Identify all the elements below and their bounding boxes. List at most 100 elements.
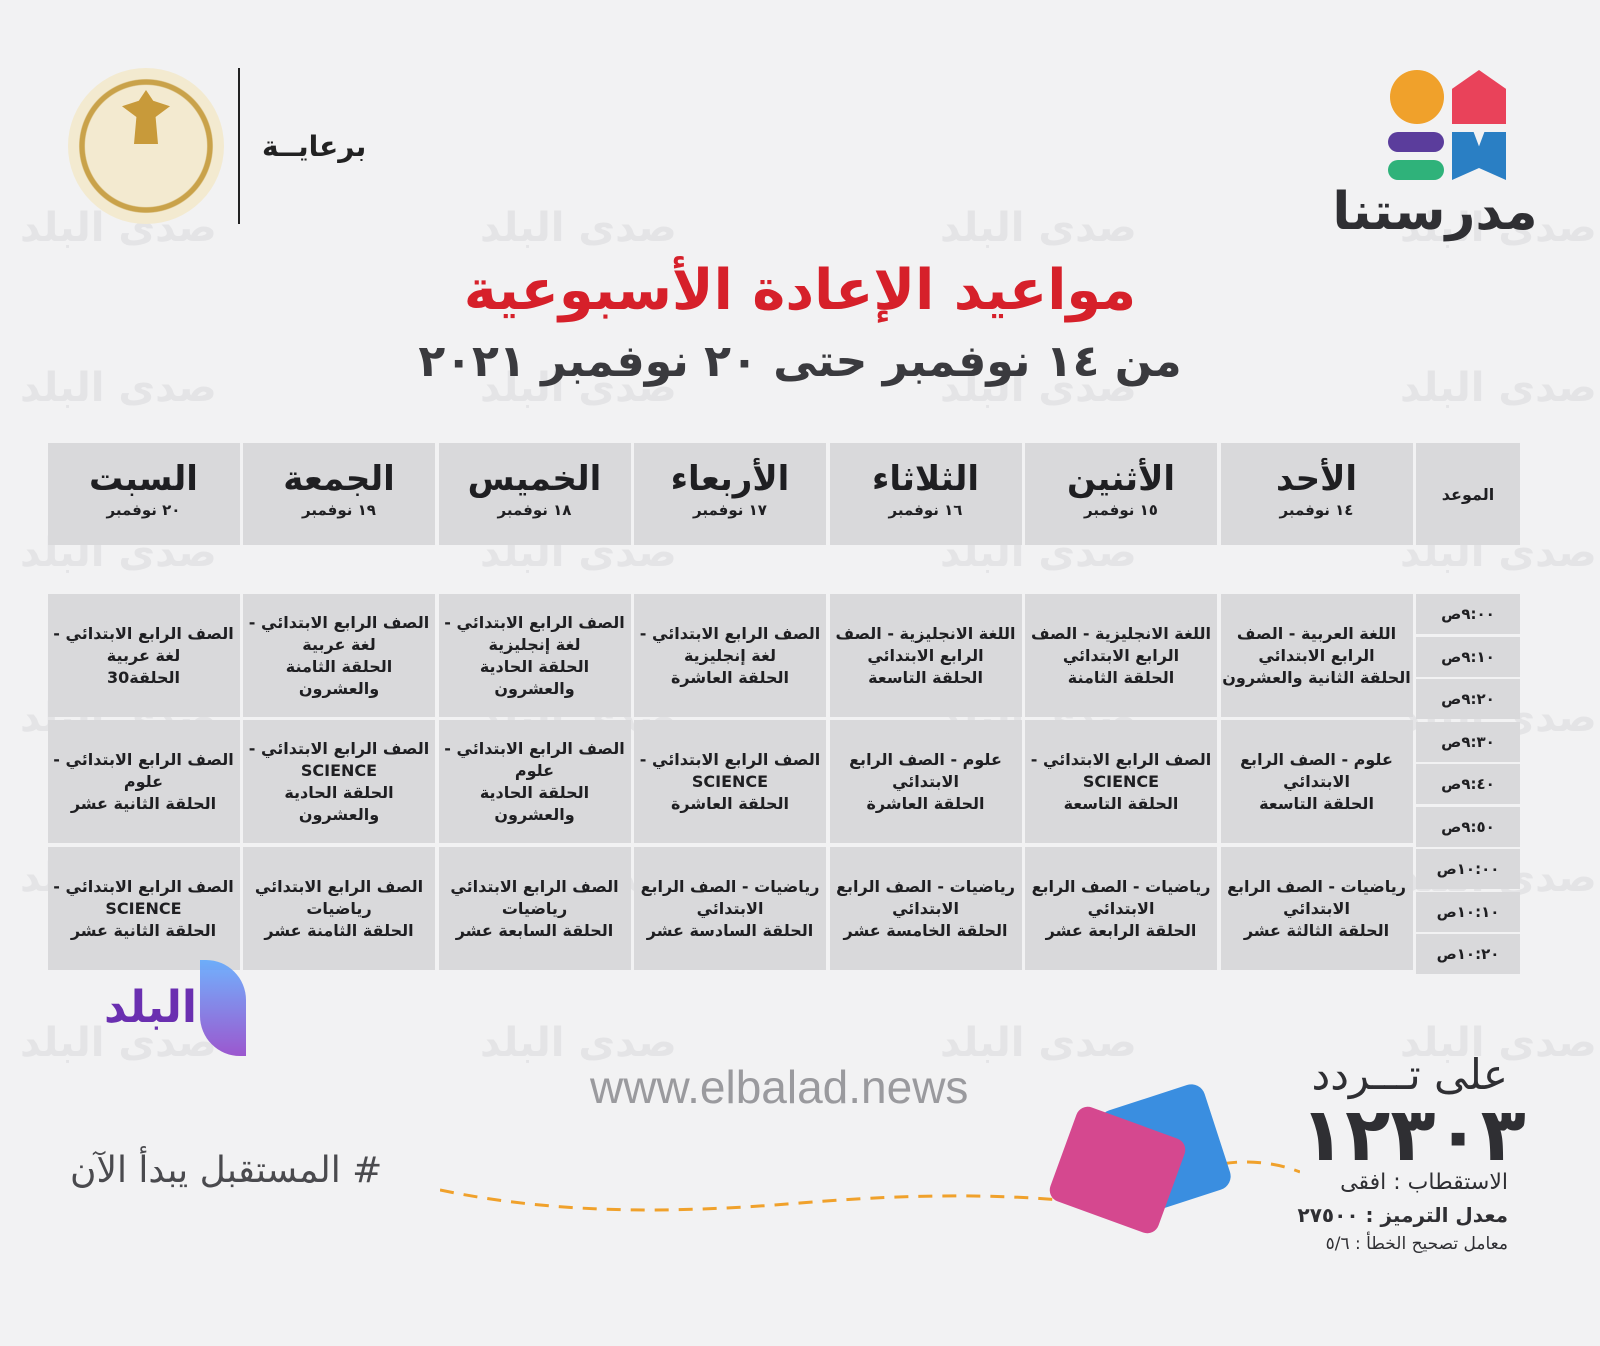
watermark-text: صدى البلد xyxy=(940,1020,1137,1066)
slot-line: الحلقة السابعة عشر xyxy=(455,920,614,940)
day-date: ١٥ نوفمبر xyxy=(1084,501,1158,519)
slot-line: SCIENCE xyxy=(105,898,182,918)
schedule-slot: الصف الرابع الابتدائي - لغة إنجليزية الحلق… xyxy=(438,594,631,717)
slot-text: الصف الرابع الابتدائي - SCIENCE الحلقة الت… xyxy=(1031,749,1211,815)
slot-line: علوم xyxy=(514,760,555,780)
time-slot-label: ٩:٤٠ص xyxy=(1416,764,1520,804)
slot-line: اللغة العربية - الصف xyxy=(1236,623,1397,643)
time-slot-label: ١٠:١٠ص xyxy=(1416,891,1520,932)
day-header: الجمعة ١٩ نوفمبر xyxy=(243,443,435,545)
time-slot-label: ٩:٣٠ص xyxy=(1416,721,1520,762)
logo-house-icon xyxy=(1452,70,1506,124)
logo-book-icon xyxy=(1452,132,1506,180)
fec-info: معامل تصحيح الخطأ : ٥/٦ xyxy=(1325,1234,1508,1254)
slot-text: الصف الرابع الابتدائي - علوم الحلقة الحادي… xyxy=(439,738,631,826)
slot-text: رياضيات - الصف الرابع الابتدائي الحلقة الخ… xyxy=(836,876,1015,942)
slot-line: الحلقة الخامسة عشر xyxy=(843,920,1008,940)
slot-line: الحلقة الثانية والعشرون xyxy=(1222,667,1411,687)
slot-line: رياضيات - الصف الرابع xyxy=(640,876,820,896)
slot-line: لغة إنجليزية xyxy=(683,645,777,665)
time-slot-label: ٩:٠٠ص xyxy=(1416,594,1520,634)
day-header: الأثنين ١٥ نوفمبر xyxy=(1025,443,1217,545)
logo-circle-icon xyxy=(1390,70,1444,124)
slot-line: الابتدائي xyxy=(696,898,764,918)
slot-line: الابتدائي xyxy=(1087,898,1155,918)
logo-bar-icon xyxy=(1388,160,1444,180)
slot-text: اللغة العربية - الصف الرابع الابتدائي الحل… xyxy=(1222,623,1411,689)
schedule-slot: الصف الرابع الابتدائي - SCIENCE الحلقة الت… xyxy=(1025,720,1217,843)
slot-text: الصف الرابع الابتدائي - علوم الحلقة الثاني… xyxy=(53,749,233,815)
day-header: الأحد ١٤ نوفمبر xyxy=(1220,443,1413,545)
slot-line: الابتدائي xyxy=(892,898,959,918)
day-date: ١٦ نوفمبر xyxy=(888,501,963,519)
day-name: الأحد xyxy=(1275,459,1358,499)
slot-line: الرابع الابتدائي xyxy=(1258,645,1375,665)
slot-line: الرابع الابتدائي xyxy=(867,645,984,665)
slot-line: لغة عربية xyxy=(106,645,181,665)
frequency-label: على تـــردد xyxy=(1311,1050,1508,1099)
schedule-slot: علوم - الصف الرابع الابتدائي الحلقة العاشر… xyxy=(829,720,1022,843)
schedule-slot: الصف الرابع الابتدائي - علوم الحلقة الثاني… xyxy=(47,720,240,843)
schedule-slot: رياضيات - الصف الرابع الابتدائي الحلقة الخ… xyxy=(829,847,1022,970)
slot-line: الصف الرابع الابتدائي - xyxy=(444,612,625,632)
slot-line: الحلقة التاسعة xyxy=(1063,793,1179,813)
slot-line: الصف الرابع الابتدائي xyxy=(450,876,619,896)
slot-line: الحلقة العاشرة xyxy=(670,667,789,687)
slot-line: الابتدائي xyxy=(1283,771,1350,791)
slot-text: الصف الرابع الابتدائي - لغة إنجليزية الحلق… xyxy=(439,612,631,700)
slot-line: الحلقة الثانية عشر xyxy=(70,920,217,940)
schedule-slot: اللغة الانجليزية - الصف الرابع الابتدائي ا… xyxy=(829,594,1022,717)
schedule-slot: الصف الرابع الابتدائي رياضيات الحلقة الثام… xyxy=(243,847,435,970)
slot-line: الحلقة الثالثة عشر xyxy=(1243,920,1390,940)
day-name: الأثنين xyxy=(1066,459,1176,499)
slot-text: الصف الرابع الابتدائي - SCIENCE الحلقة الح… xyxy=(243,738,435,826)
slot-line: لغة عربية xyxy=(302,634,376,654)
schedule-slot: اللغة الانجليزية - الصف الرابع الابتدائي ا… xyxy=(1025,594,1217,717)
day-header: الخميس ١٨ نوفمبر xyxy=(438,443,631,545)
slot-line: الحلقة الثامنة xyxy=(1067,667,1175,687)
time-slot-label: ٩:١٠ص xyxy=(1416,636,1520,677)
logo-swoosh-icon xyxy=(200,960,246,1056)
slot-line: رياضيات - الصف الرابع xyxy=(1031,876,1211,896)
schedule-slot: الصف الرابع الابتدائي - علوم الحلقة الحادي… xyxy=(438,720,631,843)
slot-line: الصف الرابع الابتدائي - xyxy=(53,876,234,896)
elbalad-logo: البلد xyxy=(104,960,254,1060)
slot-line: الحلقة التاسعة xyxy=(1259,793,1374,813)
slot-line: لغة إنجليزية xyxy=(488,634,581,654)
eagle-icon xyxy=(122,90,170,144)
schedule-header-row: الموعد الأحد ١٤ نوفمبر الأثنين ١٥ نوفمبر الث… xyxy=(47,443,1520,545)
slot-line: رياضيات xyxy=(306,898,372,918)
schedule-slot: رياضيات - الصف الرابع الابتدائي الحلقة الر… xyxy=(1025,847,1217,970)
slot-line: علوم - الصف الرابع xyxy=(1240,749,1393,769)
madrasatna-logo: مدرستنا xyxy=(1332,66,1538,246)
slot-text: علوم - الصف الرابع الابتدائي الحلقة العاشر… xyxy=(849,749,1002,815)
schedule-slot: الصف الرابع الابتدائي - لغة عربية الحلقة30 xyxy=(47,594,240,717)
schedule-slot: الصف الرابع الابتدائي - SCIENCE الحلقة الح… xyxy=(243,720,435,843)
slot-text: علوم - الصف الرابع الابتدائي الحلقة التاسع… xyxy=(1240,749,1393,815)
symbol-rate-info: معدل الترميز : ٢٧٥٠٠ xyxy=(1297,1203,1508,1227)
slot-line: الصف الرابع الابتدائي - xyxy=(444,738,625,758)
slot-line: الحلقة الثامنة عشر xyxy=(264,920,414,940)
schedule-slot: رياضيات - الصف الرابع الابتدائي الحلقة الس… xyxy=(634,847,826,970)
slot-text: رياضيات - الصف الرابع الابتدائي الحلقة الس… xyxy=(641,876,820,942)
time-header-label: الموعد xyxy=(1441,485,1495,504)
slot-line: الحلقة الحادية والعشرون xyxy=(284,782,394,824)
slot-line: الحلقة الحادية والعشرون xyxy=(479,656,590,698)
slot-text: الصف الرابع الابتدائي رياضيات الحلقة الثام… xyxy=(255,876,423,942)
day-date: ١٩ نوفمبر xyxy=(302,501,376,519)
slot-line: رياضيات - الصف الرابع xyxy=(836,876,1015,896)
slot-line: الحلقة التاسعة xyxy=(868,667,983,687)
slot-line: الرابع الابتدائي xyxy=(1062,645,1180,665)
slot-line: الحلقة العاشرة xyxy=(670,793,789,813)
slot-line: الصف الرابع الابتدائي - xyxy=(53,749,234,769)
day-header: الثلاثاء ١٦ نوفمبر xyxy=(829,443,1022,545)
time-column-header: الموعد xyxy=(1416,443,1520,545)
day-name: السبت xyxy=(89,459,198,499)
watermark-text: صدى البلد xyxy=(480,205,677,251)
slot-line: رياضيات xyxy=(501,898,568,918)
schedule-slot: رياضيات - الصف الرابع الابتدائي الحلقة الث… xyxy=(1220,847,1413,970)
sponsor-label: برعايــة xyxy=(262,130,367,163)
day-date: ١٧ نوفمبر xyxy=(693,501,767,519)
page-subtitle: من ١٤ نوفمبر حتى ٢٠ نوفمبر ٢٠٢١ xyxy=(418,336,1182,387)
time-slot-label: ١٠:٢٠ص xyxy=(1416,934,1520,974)
